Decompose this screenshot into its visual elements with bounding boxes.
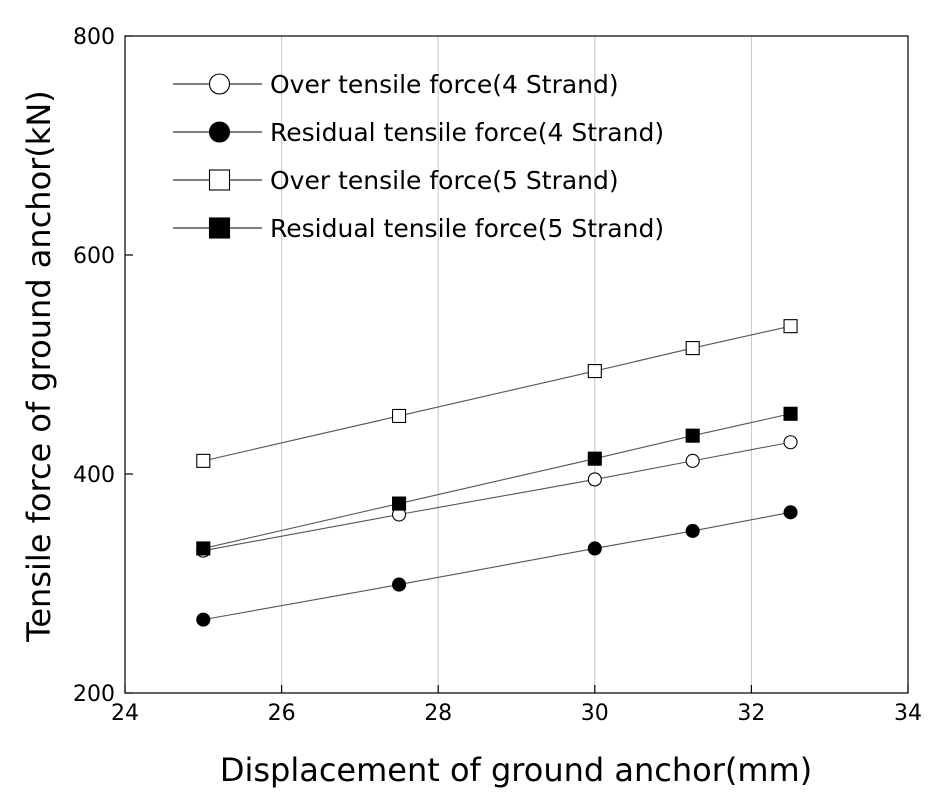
legend-marker	[208, 169, 231, 191]
series-line	[203, 441, 791, 552]
x-axis-title: Displacement of ground anchor(mm)	[220, 751, 812, 789]
data-point	[783, 406, 798, 421]
y-tick-label: 200	[73, 682, 115, 707]
axes-layer: 24 26 28 30 32 34 200 400 600 800	[73, 25, 922, 726]
x-tick-label: 30	[581, 701, 609, 726]
legend-entry: Over tensile force(4 Strand)	[173, 70, 619, 99]
plot-frame	[124, 35, 909, 694]
x-tick-label: 26	[268, 701, 296, 726]
y-tick-label: 400	[73, 463, 115, 488]
legend-label: Residual tensile force(5 Strand)	[270, 214, 664, 243]
data-point	[391, 496, 407, 511]
data-point	[783, 505, 798, 520]
series-layer	[196, 319, 798, 627]
data-point	[587, 364, 602, 379]
legend-marker	[208, 121, 231, 143]
data-point	[685, 523, 700, 538]
data-point	[196, 612, 211, 627]
legend-label: Over tensile force(5 Strand)	[270, 166, 619, 195]
legend-marker	[208, 73, 231, 95]
x-tick-label: 32	[737, 701, 765, 726]
series-1	[196, 435, 798, 558]
x-tick-label: 24	[111, 701, 139, 726]
data-point	[783, 319, 798, 334]
series-4	[196, 406, 798, 556]
data-point	[587, 472, 602, 487]
y-tick-label: 600	[73, 244, 115, 269]
data-point	[685, 341, 700, 356]
data-point	[685, 453, 700, 468]
legend-label: Over tensile force(4 Strand)	[270, 70, 619, 99]
data-point	[587, 451, 602, 466]
y-tick-label: 800	[73, 25, 115, 50]
data-point	[391, 408, 407, 424]
series-line	[203, 413, 791, 549]
data-point	[196, 541, 211, 556]
legend-label: Residual tensile force(4 Strand)	[270, 118, 664, 147]
data-point	[685, 428, 700, 443]
legend-entry: Residual tensile force(4 Strand)	[173, 118, 664, 147]
data-point	[587, 541, 602, 556]
data-point	[783, 435, 798, 450]
data-point	[196, 453, 211, 468]
x-tick-label: 34	[894, 701, 922, 726]
legend-entry: Over tensile force(5 Strand)	[173, 166, 619, 195]
series-line	[203, 325, 791, 462]
legend-entry: Residual tensile force(5 Strand)	[173, 214, 664, 243]
data-point	[391, 577, 407, 592]
y-axis-title: Tensile force of ground anchor(kN)	[20, 90, 58, 642]
series-3	[196, 319, 798, 468]
series-2	[196, 505, 798, 627]
legend-marker	[208, 217, 231, 239]
x-tick-label: 28	[424, 701, 452, 726]
legend: Over tensile force(4 Strand) Residual ten…	[173, 70, 664, 243]
